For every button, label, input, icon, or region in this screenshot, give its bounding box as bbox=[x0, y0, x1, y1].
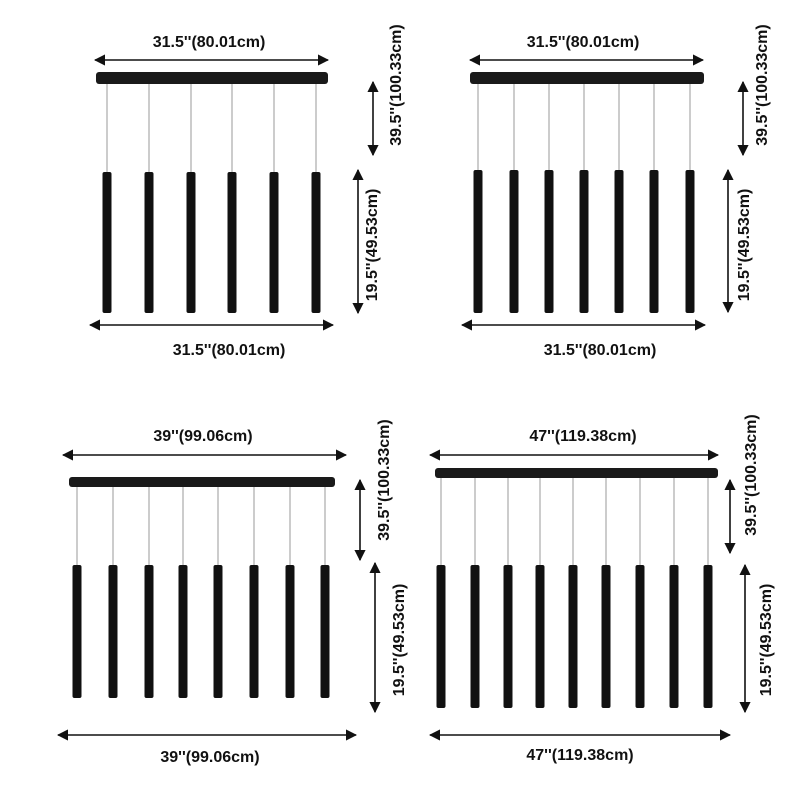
tube-length-label: 19.5''(49.53cm) bbox=[364, 189, 381, 302]
cord-length-label: 39.5''(100.33cm) bbox=[388, 24, 405, 145]
pendant-tube bbox=[285, 565, 295, 698]
bottom-width-label: 47''(119.38cm) bbox=[526, 747, 633, 764]
tube-length-label: 19.5''(49.53cm) bbox=[758, 584, 775, 697]
canopy bbox=[470, 72, 704, 84]
top-width-label: 39''(99.06cm) bbox=[153, 428, 252, 445]
bottom-width-label: 39''(99.06cm) bbox=[160, 749, 259, 766]
bottom-width-label: 31.5''(80.01cm) bbox=[544, 342, 657, 359]
cord-length-label: 39.5''(100.33cm) bbox=[743, 414, 760, 535]
pendant-tube bbox=[601, 565, 611, 708]
canopy bbox=[96, 72, 328, 84]
pendant-panel: 31.5''(80.01cm) 31.5''(80.01cm) 39.5''(100… bbox=[88, 24, 405, 359]
bottom-width-label: 31.5''(80.01cm) bbox=[173, 342, 286, 359]
pendant-tube bbox=[614, 170, 624, 313]
pendant-tube bbox=[311, 172, 321, 313]
pendant-tube bbox=[108, 565, 118, 698]
pendant-tube bbox=[186, 172, 196, 313]
pendant-tube bbox=[249, 565, 259, 698]
pendant-tube bbox=[144, 565, 154, 698]
pendant-tube bbox=[320, 565, 330, 698]
pendant-panel: 47''(119.38cm) 47''(119.38cm) 39.5''(100.3… bbox=[428, 414, 775, 764]
pendant-tube bbox=[669, 565, 679, 708]
pendant-tube bbox=[509, 170, 519, 313]
pendant-tube bbox=[470, 565, 480, 708]
cord-length-label: 39.5''(100.33cm) bbox=[376, 419, 393, 540]
pendant-tube bbox=[503, 565, 513, 708]
pendant-tube bbox=[473, 170, 483, 313]
pendant-tube bbox=[579, 170, 589, 313]
pendant-tube bbox=[72, 565, 82, 698]
pendant-tube bbox=[685, 170, 695, 313]
pendant-tube bbox=[269, 172, 279, 313]
canopy bbox=[435, 468, 718, 478]
pendant-tube bbox=[649, 170, 659, 313]
pendant-tube bbox=[227, 172, 237, 313]
pendant-tube bbox=[703, 565, 713, 708]
cord-length-label: 39.5''(100.33cm) bbox=[754, 24, 771, 145]
tube-length-label: 19.5''(49.53cm) bbox=[736, 189, 753, 302]
pendant-tube bbox=[102, 172, 112, 313]
canopy bbox=[69, 477, 335, 487]
pendant-tube bbox=[535, 565, 545, 708]
pendant-tube bbox=[144, 172, 154, 313]
top-width-label: 31.5''(80.01cm) bbox=[153, 34, 266, 51]
pendant-tube bbox=[178, 565, 188, 698]
pendant-panel: 39''(99.06cm) 39''(99.06cm) 39.5''(100.33c… bbox=[56, 419, 408, 766]
pendant-tube bbox=[635, 565, 645, 708]
pendant-tube bbox=[436, 565, 446, 708]
tube-length-label: 19.5''(49.53cm) bbox=[391, 584, 408, 697]
pendant-tube bbox=[544, 170, 554, 313]
pendant-panel: 31.5''(80.01cm) 31.5''(80.01cm) 39.5''(100… bbox=[460, 24, 771, 359]
top-width-label: 31.5''(80.01cm) bbox=[527, 34, 640, 51]
top-width-label: 47''(119.38cm) bbox=[529, 428, 636, 445]
pendant-tube bbox=[568, 565, 578, 708]
pendant-tube bbox=[213, 565, 223, 698]
